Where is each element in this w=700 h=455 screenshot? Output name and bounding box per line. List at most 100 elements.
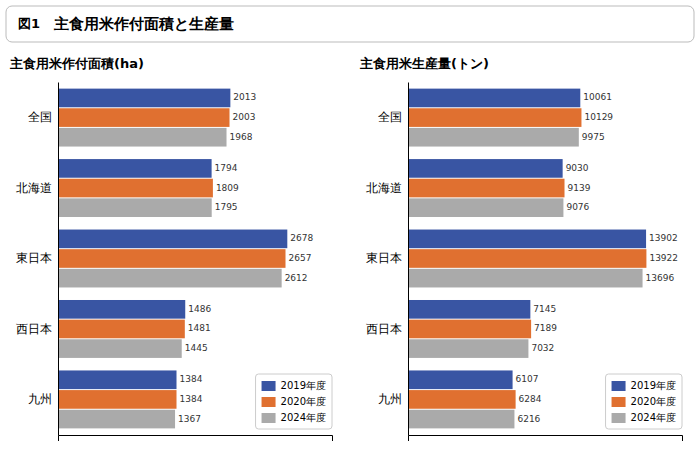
bar <box>58 159 212 178</box>
figure-label: 図1 <box>18 16 40 31</box>
data-label: 6284 <box>519 394 542 404</box>
bar <box>408 89 580 108</box>
legend: 2019年度 2020年度 2024年度 <box>256 374 332 429</box>
bar <box>408 230 646 249</box>
bar <box>58 390 177 409</box>
legend-label: 2020年度 <box>281 396 326 407</box>
bar <box>58 198 212 217</box>
data-label: 13902 <box>649 233 678 243</box>
data-label: 1794 <box>215 163 238 173</box>
legend-item: 2019年度 <box>612 380 676 391</box>
y-tick-label: 九州 <box>28 392 52 406</box>
bar <box>58 128 227 147</box>
x-axis-line <box>59 436 333 442</box>
legend-swatch <box>262 381 276 391</box>
data-label: 1968 <box>230 132 253 142</box>
data-label: 9076 <box>566 202 589 212</box>
data-label: 13922 <box>649 253 678 263</box>
chart-title: 主食用米生産量(トン) <box>359 56 489 71</box>
y-tick: 西日本 <box>366 322 408 336</box>
data-label: 9030 <box>566 163 589 173</box>
y-tick: 全国 <box>378 110 408 124</box>
bar <box>408 320 531 339</box>
legend-item: 2020年度 <box>612 396 676 407</box>
legend-swatch <box>262 413 276 423</box>
y-tick-label: 全国 <box>378 110 402 124</box>
legend-item: 2019年度 <box>262 380 326 391</box>
y-tick: 北海道 <box>16 181 58 195</box>
y-tick: 九州 <box>28 392 58 406</box>
figure-title: 主食用米作付面積と生産量 <box>53 15 234 33</box>
y-tick-label: 西日本 <box>366 322 402 336</box>
bar <box>58 179 213 198</box>
y-tick-label: 北海道 <box>366 181 402 195</box>
bar <box>408 370 513 389</box>
data-label: 6107 <box>516 374 539 384</box>
y-axis: 全国北海道東日本西日本九州 <box>366 83 409 436</box>
x-axis <box>59 436 333 442</box>
y-axis: 全国北海道東日本西日本九州 <box>16 83 59 436</box>
legend-item: 2024年度 <box>612 412 676 423</box>
bar <box>58 249 286 268</box>
bar <box>58 89 230 108</box>
bar <box>58 269 282 288</box>
legend-frame <box>606 374 682 429</box>
y-tick: 全国 <box>28 110 58 124</box>
header: 図1 主食用米作付面積と生産量 <box>6 6 694 42</box>
chart-root: 図1主食用米作付面積と生産量主食用米作付面積(ha)20131794267814… <box>0 0 700 455</box>
legend-frame <box>256 374 332 429</box>
bar <box>408 339 528 358</box>
bar <box>408 128 579 147</box>
bar <box>58 108 230 127</box>
legend-swatch <box>612 381 626 391</box>
bar <box>58 339 182 358</box>
bar <box>408 300 530 319</box>
data-label: 2003 <box>233 112 256 122</box>
y-tick-label: 九州 <box>378 392 402 406</box>
bars <box>58 89 287 429</box>
data-label: 2657 <box>289 253 312 263</box>
chart-title: 主食用米作付面積(ha) <box>9 56 144 71</box>
legend-item: 2024年度 <box>262 412 326 423</box>
y-tick: 九州 <box>378 392 408 406</box>
legend-swatch <box>612 397 626 407</box>
data-label: 1481 <box>188 323 211 333</box>
data-label: 7145 <box>533 304 556 314</box>
y-tick: 東日本 <box>16 251 58 265</box>
y-axis-line <box>58 83 59 436</box>
data-label: 6216 <box>517 414 540 424</box>
legend-item: 2020年度 <box>262 396 326 407</box>
legend-label: 2020年度 <box>631 396 676 407</box>
data-label: 1384 <box>180 374 203 384</box>
legend-label: 2019年度 <box>281 380 326 391</box>
bar <box>408 198 563 217</box>
bar <box>58 410 175 429</box>
legend: 2019年度 2020年度 2024年度 <box>606 374 682 429</box>
bar <box>58 370 177 389</box>
bar <box>58 230 287 249</box>
data-label: 1367 <box>178 414 201 424</box>
data-label: 2612 <box>285 273 308 283</box>
bar <box>408 269 643 288</box>
y-tick-label: 北海道 <box>16 181 52 195</box>
legend-label: 2024年度 <box>281 412 326 423</box>
y-axis-line <box>408 83 409 436</box>
data-label: 1445 <box>185 343 208 353</box>
y-tick-label: 全国 <box>28 110 52 124</box>
x-axis <box>409 436 683 442</box>
data-label: 7189 <box>534 323 557 333</box>
data-label: 10061 <box>583 92 612 102</box>
x-axis-line <box>409 436 683 442</box>
data-label: 1486 <box>188 304 211 314</box>
legend-label: 2024年度 <box>631 412 676 423</box>
data-label: 13696 <box>646 273 675 283</box>
bar <box>408 410 514 429</box>
data-label: 2013 <box>233 92 256 102</box>
y-tick-label: 東日本 <box>16 251 52 265</box>
y-tick: 北海道 <box>366 181 408 195</box>
bar <box>58 320 185 339</box>
y-tick: 東日本 <box>366 251 408 265</box>
bar <box>408 108 581 127</box>
bar <box>408 249 646 268</box>
data-label: 9975 <box>582 132 605 142</box>
